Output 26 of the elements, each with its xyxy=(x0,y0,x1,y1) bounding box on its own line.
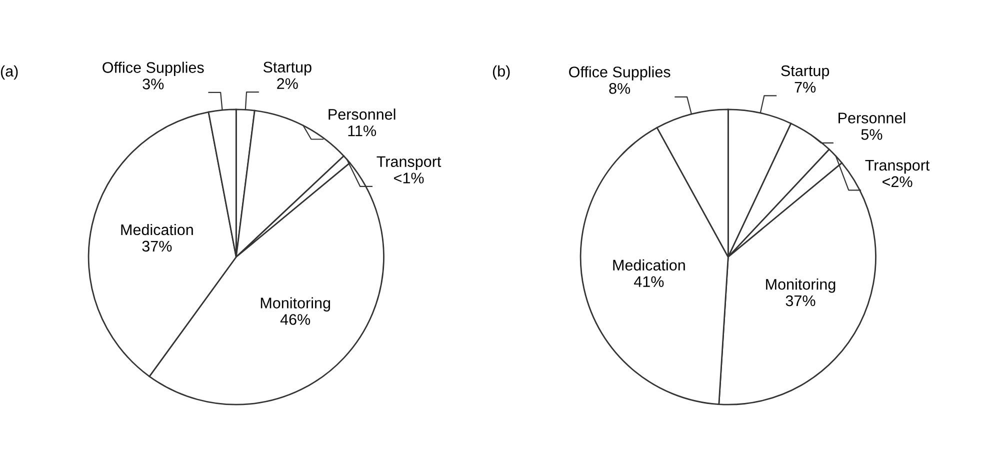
slice-label: Personnel xyxy=(838,112,906,124)
slice-label: Monitoring xyxy=(766,278,836,293)
slice-label: Medication xyxy=(613,259,685,271)
slice-label: Monitoring xyxy=(260,297,330,312)
slice-label: Startup xyxy=(263,62,312,76)
data-label: 3% xyxy=(142,78,164,90)
slice-label: Office Supplies xyxy=(569,66,670,80)
slice-label: Personnel xyxy=(328,108,396,120)
slice-label: Office Supplies xyxy=(102,62,204,76)
data-label: <2% xyxy=(882,176,912,188)
slice-label: Transport xyxy=(376,156,442,170)
slice-label: Medication xyxy=(121,224,193,236)
data-label: 5% xyxy=(861,129,882,140)
data-label: 37% xyxy=(786,295,816,306)
data-label: 46% xyxy=(280,314,310,325)
slice-label: Startup xyxy=(781,65,830,80)
chart-title: (a) xyxy=(0,65,18,80)
data-label: 7% xyxy=(794,82,816,93)
data-label: <1% xyxy=(394,172,424,184)
chart-title: (b) xyxy=(492,65,510,80)
data-label: 8% xyxy=(609,83,630,94)
data-label: 11% xyxy=(348,125,376,136)
data-label: 37% xyxy=(142,240,172,252)
slice-label: Transport xyxy=(865,160,930,174)
data-label: 2% xyxy=(277,78,298,89)
data-label: 41% xyxy=(634,276,664,287)
